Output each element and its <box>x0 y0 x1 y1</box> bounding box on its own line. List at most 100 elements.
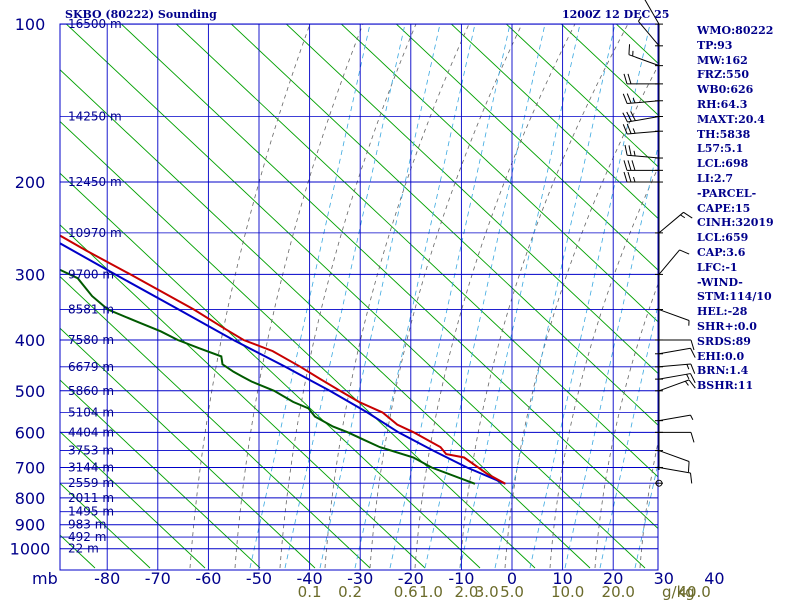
mixing-ratio-line <box>494 24 616 569</box>
index-item: -WIND- <box>697 275 743 289</box>
pressure-tick-label: 100 <box>15 15 46 34</box>
wind-barb-half-feather <box>633 176 636 183</box>
mixing-ratio-label: 0.1 <box>298 583 322 600</box>
wind-barb-half-feather <box>638 16 642 22</box>
height-label: 3144 m <box>68 460 114 474</box>
wind-barb-half-feather <box>684 380 689 386</box>
index-item: MAXT:20.4 <box>697 112 765 126</box>
wind-barb-shaft <box>627 154 660 159</box>
pressure-tick-label: 200 <box>15 173 46 192</box>
wind-barb-feather <box>627 171 632 183</box>
wind-barb-shaft <box>658 379 690 392</box>
mixing-ratio-label: 2.0 <box>455 583 479 600</box>
moist-adiabat <box>234 24 364 569</box>
dry-adiabat <box>175 24 658 478</box>
observation-time: 1200Z 12 DEC 25 <box>562 8 670 21</box>
wind-barb-feather <box>626 93 632 104</box>
mixing-ratio-line <box>634 461 658 569</box>
wind-barb-feather <box>624 144 628 156</box>
height-label: 12450 m <box>68 175 122 189</box>
index-item: RH:64.3 <box>697 97 748 111</box>
wind-barb-shaft <box>658 373 691 380</box>
dry-adiabat <box>285 24 658 375</box>
dry-adiabat <box>120 24 658 530</box>
temperature-tick-label: 40 <box>704 569 724 588</box>
temperature-tick-label: -40 <box>297 569 323 588</box>
wind-barb-feather <box>631 160 636 171</box>
mixing-ratio-line <box>599 303 658 569</box>
wind-barb-feather <box>683 211 693 219</box>
index-item: WMO:80222 <box>697 24 774 37</box>
indices-panel: WMO:80222 TP:93 MW:162 FRZ:550 WB0:626 RH:64.… <box>697 24 800 394</box>
height-label: 7580 m <box>68 333 114 347</box>
height-label: 4404 m <box>68 425 114 439</box>
dry-adiabat <box>560 24 658 116</box>
temperature-tick-label: -80 <box>94 569 120 588</box>
pressure-tick-label: 300 <box>15 265 46 284</box>
wind-barb-half-feather <box>686 374 690 380</box>
wind-barb-shaft <box>658 347 691 355</box>
wind-barb-shaft <box>658 466 691 474</box>
wind-barb-feather <box>690 373 696 384</box>
wind-barb-feather <box>623 160 628 171</box>
index-item: BSHR:11 <box>697 379 754 393</box>
temperature-tick-label: 30 <box>654 569 674 588</box>
moist-adiabat <box>279 24 417 569</box>
pressure-tick-label: 800 <box>15 489 46 508</box>
wind-barb-shaft <box>628 54 660 67</box>
moist-adiabat <box>414 24 576 569</box>
mixing-ratio-label: 20.0 <box>602 583 635 600</box>
dry-adiabat <box>60 224 426 569</box>
dry-adiabat <box>450 24 658 219</box>
index-item: LCL:659 <box>697 231 749 245</box>
temperature-tick-label: -60 <box>195 569 221 588</box>
pressure-tick-label: 900 <box>15 516 46 535</box>
index-item: LI:2.7 <box>697 171 734 185</box>
wind-barb-shaft <box>658 363 691 368</box>
plot-border <box>59 23 659 571</box>
wind-barb-feather <box>630 111 636 121</box>
moist-adiabat <box>459 24 629 569</box>
wind-barb-feather <box>690 432 695 443</box>
mixing-ratio-line <box>284 24 406 569</box>
moist-adiabat <box>504 65 658 569</box>
dry-adiabat <box>0 4 40 568</box>
wind-barb-feather <box>628 145 632 156</box>
station-title: SKBO (80222) Sounding <box>65 8 217 21</box>
wind-barb-shaft <box>658 450 690 463</box>
height-label: 983 m <box>68 518 106 532</box>
wind-barb-shaft <box>658 309 690 321</box>
wind-barb-half-feather <box>632 97 636 104</box>
wind-barb-half-feather <box>632 128 636 134</box>
grid-group <box>0 4 658 570</box>
height-label: 22 m <box>68 542 99 556</box>
wind-barb-feather <box>622 112 628 123</box>
index-item: CAPE:15 <box>697 201 751 215</box>
parcel-line <box>60 242 506 485</box>
dry-adiabat <box>60 172 481 569</box>
moist-adiabat <box>189 24 311 569</box>
moist-adiabat <box>324 24 470 569</box>
index-item: L57:5.1 <box>697 142 744 156</box>
dry-adiabat <box>60 275 371 569</box>
height-label: 14250 m <box>68 109 122 123</box>
mixing-ratio-label: 0.6 <box>394 583 418 600</box>
temperature-tick-label: 0 <box>507 569 517 588</box>
index-item: SHR+:0.0 <box>697 319 757 333</box>
dewpoint-line <box>60 268 476 485</box>
mixing-ratio-line <box>529 24 651 569</box>
wind-barb-shaft <box>658 211 684 234</box>
pressure-tick-label: 600 <box>15 423 46 442</box>
index-item: -PARCEL- <box>697 186 757 200</box>
wind-barb-feather <box>622 93 628 104</box>
wind-barb-feather <box>690 347 696 358</box>
mixing-ratio-line <box>459 24 581 569</box>
index-item: SRDS:89 <box>697 334 751 348</box>
wind-barb-feather <box>688 379 696 389</box>
mixing-ratio-line <box>319 24 441 569</box>
wind-barb-shaft <box>644 0 660 25</box>
dry-adiabat <box>60 69 591 569</box>
index-item: EHI:0.0 <box>697 349 745 363</box>
wind-barb-shaft <box>627 115 660 123</box>
